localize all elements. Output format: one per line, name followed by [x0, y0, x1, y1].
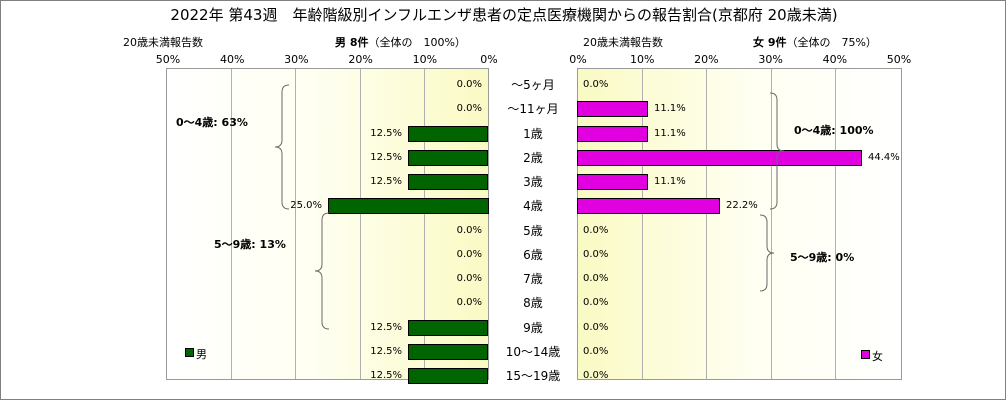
- female-tick-label: 10%: [629, 53, 655, 66]
- age-category-label: 10～14歳: [505, 345, 561, 359]
- female-bar: [577, 150, 862, 166]
- female-value-label: 44.4%: [868, 152, 900, 163]
- female-legend-label: 女: [872, 350, 883, 363]
- male-tick-label: 40%: [219, 53, 245, 66]
- female-bar: [577, 101, 648, 117]
- female-value-label: 11.1%: [654, 176, 686, 187]
- age-category-label: 7歳: [523, 272, 543, 286]
- age-category-label: 6歳: [523, 248, 543, 262]
- female-gridline: [642, 69, 644, 379]
- male-value-label: 0.0%: [456, 103, 482, 114]
- female-5-9-annotation: 5～9歳: 0%: [790, 251, 855, 264]
- female-bar: [577, 198, 720, 214]
- male-value-label: 12.5%: [370, 176, 402, 187]
- male-value-label: 0.0%: [456, 297, 482, 308]
- male-bar: [408, 126, 488, 142]
- male-value-label: 12.5%: [370, 322, 402, 333]
- male-value-label: 12.5%: [370, 152, 402, 163]
- male-5-9-annotation: 5～9歳: 13%: [214, 238, 286, 251]
- male-tick-label: 0%: [480, 53, 498, 66]
- age-category-label: 4歳: [523, 199, 543, 213]
- male-0-4-annotation: 0～4歳: 63%: [176, 116, 248, 129]
- male-tick-label: 30%: [284, 53, 309, 66]
- female-plot-area: [577, 68, 902, 380]
- male-value-label: 12.5%: [370, 128, 402, 139]
- female-5-9-brace: [759, 214, 775, 292]
- chart-title: 2022年 第43週 年齢階級別インフルエンザ患者の定点医療機関からの報告割合(…: [170, 6, 838, 24]
- male-gridline: [231, 69, 233, 379]
- male-value-label: 12.5%: [370, 370, 402, 381]
- age-category-label: 15～19歳: [505, 369, 561, 383]
- male-tick-label: 20%: [348, 53, 373, 66]
- male-bar: [408, 344, 488, 360]
- male-bar: [408, 368, 488, 384]
- male-tick-label: 50%: [155, 53, 181, 66]
- age-category-label: ～5ヶ月: [511, 78, 555, 92]
- male-bar: [408, 174, 488, 190]
- female-legend-swatch: [861, 350, 870, 359]
- male-0-4-brace: [274, 84, 290, 210]
- male-legend: 男: [185, 346, 207, 362]
- age-category-label: 9歳: [523, 321, 543, 335]
- age-category-label: 2歳: [523, 151, 543, 165]
- age-category-label: 8歳: [523, 296, 543, 310]
- male-value-label: 25.0%: [290, 200, 322, 211]
- female-count-label: 女 9件: [753, 36, 787, 49]
- female-0-4-brace: [769, 92, 785, 210]
- female-gridline: [706, 69, 708, 379]
- female-axis-caption: 20歳未満報告数: [583, 36, 663, 49]
- female-value-label: 0.0%: [583, 370, 609, 381]
- male-header: 男 8件（全体の 100%）: [335, 34, 466, 50]
- female-value-label: 0.0%: [583, 322, 609, 333]
- female-tick-label: 40%: [822, 53, 848, 66]
- male-value-label: 0.0%: [456, 79, 482, 90]
- female-value-label: 0.0%: [583, 346, 609, 357]
- female-value-label: 0.0%: [583, 273, 609, 284]
- female-value-label: 11.1%: [654, 128, 686, 139]
- female-bar: [577, 126, 648, 142]
- male-share-label: （全体の 100%）: [368, 36, 466, 49]
- male-gridline: [295, 69, 297, 379]
- male-bar: [328, 198, 489, 214]
- male-axis-caption: 20歳未満報告数: [123, 36, 203, 49]
- male-bar: [408, 320, 488, 336]
- female-value-label: 0.0%: [583, 297, 609, 308]
- male-5-9-brace: [314, 212, 330, 330]
- female-gridline: [770, 69, 772, 379]
- female-legend: 女: [861, 348, 883, 364]
- female-tick-label: 30%: [758, 53, 783, 66]
- male-value-label: 0.0%: [456, 249, 482, 260]
- age-category-label: ～11ヶ月: [507, 102, 559, 116]
- female-value-label: 0.0%: [583, 249, 609, 260]
- female-0-4-annotation: 0～4歳: 100%: [794, 124, 874, 137]
- age-category-label: 5歳: [523, 224, 543, 238]
- female-bar: [577, 174, 648, 190]
- female-share-label: （全体の 75%）: [786, 36, 877, 49]
- age-category-label: 3歳: [523, 175, 543, 189]
- male-value-label: 0.0%: [456, 225, 482, 236]
- female-header: 女 9件（全体の 75%）: [753, 34, 877, 50]
- female-value-label: 22.2%: [726, 200, 758, 211]
- male-count-label: 男 8件: [335, 36, 369, 49]
- male-gridline: [423, 69, 425, 379]
- female-tick-label: 20%: [694, 53, 719, 66]
- female-value-label: 0.0%: [583, 225, 609, 236]
- female-gridline: [834, 69, 836, 379]
- male-value-label: 12.5%: [370, 346, 402, 357]
- male-gridline: [359, 69, 361, 379]
- male-bar: [408, 150, 488, 166]
- female-value-label: 0.0%: [583, 79, 609, 90]
- female-tick-label: 0%: [569, 53, 587, 66]
- female-value-label: 11.1%: [654, 103, 686, 114]
- male-legend-label: 男: [196, 348, 207, 361]
- male-tick-label: 10%: [412, 53, 438, 66]
- female-tick-label: 50%: [886, 53, 912, 66]
- age-category-label: 1歳: [523, 127, 543, 141]
- male-legend-swatch: [185, 348, 194, 357]
- male-value-label: 0.0%: [456, 273, 482, 284]
